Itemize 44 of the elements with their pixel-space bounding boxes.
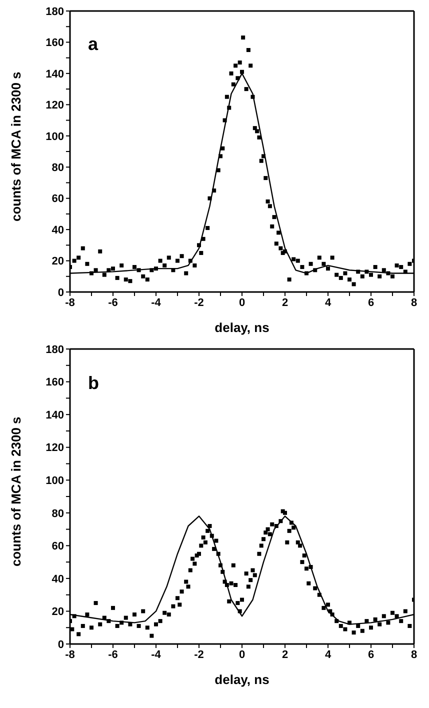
x-tick-label: -2 — [194, 296, 204, 309]
y-tick-label: 60 — [52, 193, 64, 206]
y-axis-title: counts of MCA in 2300 s — [8, 416, 24, 566]
x-tick-label: -6 — [108, 648, 118, 661]
y-tick-label: 140 — [46, 409, 64, 422]
annotation: b — [88, 373, 99, 394]
x-tick-label: -2 — [194, 648, 204, 661]
x-tick-label: 6 — [368, 296, 374, 309]
y-tick-label: 160 — [46, 376, 64, 389]
x-tick-label: -4 — [151, 648, 162, 661]
x-tick-label: 4 — [324, 648, 332, 661]
y-tick-label: 120 — [46, 100, 64, 112]
x-tick-label: 2 — [282, 648, 288, 661]
x-tick-label: 8 — [410, 296, 418, 309]
x-tick-label: 4 — [324, 296, 332, 309]
y-tick-label: 40 — [52, 573, 64, 586]
x-tick-label: 2 — [282, 296, 288, 309]
x-tick-label: 0 — [238, 296, 246, 309]
y-tick-label: 0 — [58, 286, 64, 299]
y-tick-label: 180 — [46, 344, 64, 356]
y-tick-label: 20 — [52, 606, 64, 618]
y-tick-label: 100 — [46, 130, 64, 143]
y-tick-label: 140 — [46, 68, 64, 80]
y-tick-label: 0 — [58, 638, 64, 651]
y-tick-label: 80 — [52, 508, 64, 520]
y-tick-label: 80 — [52, 162, 64, 174]
x-axis-title: delay, ns — [214, 320, 270, 335]
x-tick-label: -6 — [108, 296, 118, 309]
y-tick-label: 40 — [52, 224, 64, 236]
y-tick-label: 180 — [46, 6, 64, 18]
x-tick-label: 6 — [368, 648, 374, 661]
y-tick-label: 160 — [46, 37, 64, 50]
y-tick-label: 60 — [52, 540, 64, 553]
x-tick-label: 0 — [238, 648, 246, 661]
x-tick-label: -4 — [151, 296, 162, 309]
x-tick-label: 8 — [410, 648, 418, 661]
y-tick-label: 120 — [46, 442, 64, 454]
x-axis-title: delay, ns — [214, 672, 270, 687]
x-tick-label: -8 — [65, 648, 75, 661]
y-axis-title: counts of MCA in 2300 s — [8, 72, 24, 222]
annotation: a — [88, 34, 98, 55]
y-tick-label: 20 — [52, 256, 64, 268]
y-tick-label: 100 — [46, 475, 64, 488]
x-tick-label: -8 — [65, 296, 75, 309]
